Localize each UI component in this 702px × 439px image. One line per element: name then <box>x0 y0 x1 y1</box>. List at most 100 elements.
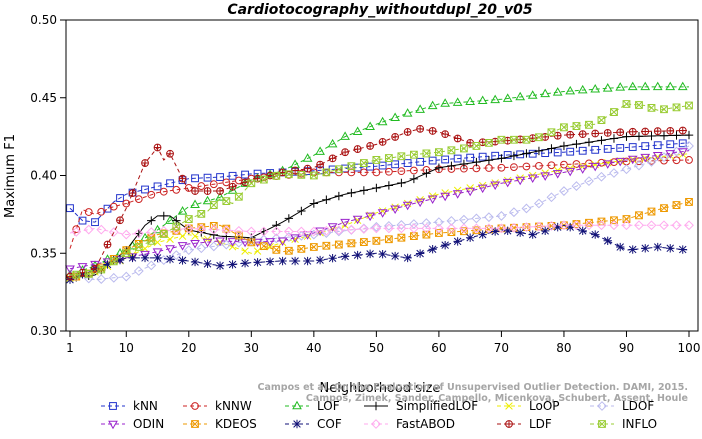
point-SimplifiedLOF <box>134 229 143 238</box>
point-ODIN <box>352 215 363 225</box>
point-SimplifiedLOF <box>622 132 631 141</box>
point-ODIN <box>452 190 463 199</box>
point-kNN <box>653 141 662 150</box>
legend-item-LDOF: LDOF <box>590 399 654 413</box>
legend-label: SimplifiedLOF <box>396 399 478 413</box>
point-SimplifiedLOF <box>397 178 406 188</box>
point-FastABOD <box>283 226 294 237</box>
point-FastABOD <box>446 223 457 234</box>
point-INFLO <box>522 135 531 144</box>
point-INFLO <box>447 146 456 155</box>
point-KDEOS <box>372 236 381 245</box>
y-axis-title: Maximum F1 <box>3 134 18 218</box>
point-FastABOD <box>484 223 494 234</box>
point-COF <box>415 249 425 258</box>
point-LOF <box>452 97 463 106</box>
point-kNN <box>603 145 612 153</box>
point-kNNW <box>497 163 506 172</box>
point-FastABOD <box>609 220 619 231</box>
point-LDF <box>303 164 312 173</box>
point-COF <box>140 253 150 263</box>
point-INFLO <box>184 215 193 223</box>
point-COF <box>253 258 262 267</box>
point-ODIN <box>552 170 563 179</box>
point-FastABOD <box>383 223 394 234</box>
point-kNN <box>91 218 99 227</box>
point-ODIN <box>340 218 350 228</box>
point-COF <box>478 230 487 239</box>
point-LDF <box>553 131 562 140</box>
point-LOF <box>190 199 200 209</box>
point-kNNW <box>384 167 393 176</box>
point-FastABOD <box>108 227 119 238</box>
point-LOF <box>415 104 426 113</box>
point-kNNW <box>535 161 543 170</box>
point-SimplifiedLOF <box>209 230 219 240</box>
point-LDF <box>66 272 74 281</box>
point-FastABOD <box>433 223 444 234</box>
x-tick-label: 100 <box>678 341 701 355</box>
point-FastABOD <box>546 220 557 231</box>
point-COF <box>190 257 200 267</box>
point-COF <box>303 256 312 266</box>
point-INFLO <box>172 222 181 231</box>
point-ODIN <box>415 198 426 208</box>
point-KDEOS <box>347 239 356 248</box>
point-kNNW <box>134 195 143 204</box>
point-FastABOD <box>271 226 282 237</box>
point-LDF <box>591 129 600 138</box>
point-FastABOD <box>408 223 419 234</box>
point-LDF <box>278 168 287 177</box>
point-kNNW <box>172 185 181 194</box>
y-tick-label: 0.45 <box>30 91 57 105</box>
point-ODIN <box>477 184 488 194</box>
point-LDF <box>316 160 325 169</box>
point-kNNW <box>359 168 368 177</box>
point-LDF <box>341 148 350 156</box>
legend-label: FastABOD <box>396 417 455 431</box>
point-SimplifiedLOF <box>634 132 644 141</box>
legend-swatch-marker <box>597 401 607 411</box>
point-INFLO <box>234 192 243 201</box>
series-KDEOS <box>69 198 693 281</box>
legend-label: ODIN <box>133 417 164 431</box>
point-LDF <box>403 128 412 136</box>
point-FastABOD <box>183 223 194 234</box>
point-kNNW <box>510 163 518 172</box>
series-LDF <box>66 125 690 281</box>
point-kNN <box>553 148 562 157</box>
point-FastABOD <box>71 226 82 237</box>
point-INFLO <box>222 197 231 206</box>
point-ODIN <box>402 201 413 211</box>
point-kNN <box>228 171 237 180</box>
point-ODIN <box>290 234 300 243</box>
point-LDF <box>453 134 462 143</box>
point-LoOP <box>141 244 149 253</box>
point-LDOF <box>108 272 119 283</box>
point-kNN <box>641 142 650 151</box>
point-SimplifiedLOF <box>409 174 419 184</box>
point-LoOP <box>166 235 174 244</box>
x-axis: 1 10 20 30 40 50 60 70 80 90 100 <box>66 331 700 355</box>
point-LDF <box>91 264 99 273</box>
point-INFLO <box>247 179 256 188</box>
point-LDF <box>491 137 500 146</box>
point-FastABOD <box>196 224 207 234</box>
point-INFLO <box>159 230 168 238</box>
point-LDF <box>616 128 625 137</box>
point-LDF <box>241 178 249 187</box>
point-FastABOD <box>246 226 257 237</box>
point-LOF <box>640 81 651 91</box>
point-KDEOS <box>409 232 418 241</box>
point-LDOF <box>646 156 657 167</box>
point-COF <box>165 254 175 264</box>
legend-label: LOF <box>317 399 340 413</box>
point-COF <box>515 228 525 237</box>
point-LDOF <box>446 215 457 226</box>
point-ODIN <box>440 192 451 202</box>
point-KDEOS <box>272 245 281 254</box>
point-LDOF <box>484 212 494 223</box>
point-INFLO <box>397 152 406 161</box>
point-COF <box>403 253 412 263</box>
